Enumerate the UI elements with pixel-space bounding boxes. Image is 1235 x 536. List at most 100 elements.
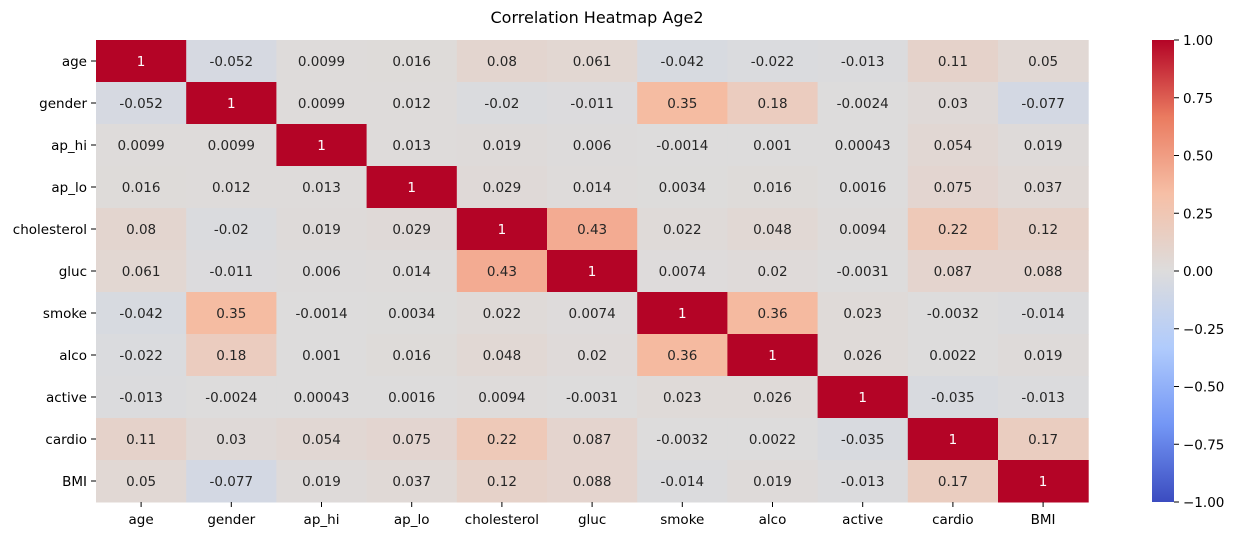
x-tick-label: gluc <box>578 512 606 528</box>
colorbar-gradient <box>1152 40 1174 502</box>
cell-value-label: -0.022 <box>119 348 163 364</box>
cell-value-label: 0.12 <box>487 474 517 490</box>
cell-value-label: 0.075 <box>934 180 973 196</box>
heatmap-cell <box>637 82 728 125</box>
cell-value-label: 1 <box>858 390 867 406</box>
y-tick-label: gluc <box>59 264 87 280</box>
y-tick-label: cholesterol <box>13 222 87 238</box>
cell-value-label: 0.026 <box>843 348 882 364</box>
heatmap-cell <box>366 82 458 125</box>
cell-value-label: 0.016 <box>122 180 161 196</box>
y-tick-label: gender <box>39 96 87 112</box>
cell-value-label: 0.12 <box>1028 222 1058 238</box>
heatmap-cell <box>727 40 819 83</box>
cell-value-label: 0.03 <box>938 96 968 112</box>
x-tick-label: alco <box>759 512 787 528</box>
heatmap-cell <box>727 460 819 503</box>
y-tick-label: active <box>46 390 87 406</box>
heatmap-cell <box>547 460 638 503</box>
heatmap-cell <box>276 376 368 419</box>
colorbar: 1.00 0.75 0.50 0.25 0.00 −0.25 −0.50 −0.75 −1.00 <box>1152 33 1224 511</box>
y-axis-tick-labels: age gender ap_hi ap_lo cholesterol gluc smoke a… <box>13 54 96 490</box>
heatmap-cell <box>186 40 277 83</box>
heatmap-cell <box>727 82 819 125</box>
cell-value-label: 0.18 <box>216 348 246 364</box>
heatmap-cell <box>998 40 1089 83</box>
cell-value-label: -0.0032 <box>656 432 708 448</box>
x-tick-label: gender <box>207 512 255 528</box>
cell-value-label: 0.048 <box>753 222 792 238</box>
cell-value-label: 0.22 <box>487 432 517 448</box>
heatmap-cell <box>276 460 368 503</box>
heatmap-cell <box>276 292 368 335</box>
cell-value-label: 0.016 <box>392 348 431 364</box>
heatmap-cell <box>96 82 187 125</box>
cell-value-label: 0.08 <box>126 222 156 238</box>
heatmap-cell <box>907 208 999 251</box>
cell-value-label: 0.0022 <box>749 432 796 448</box>
cell-value-label: 0.023 <box>663 390 702 406</box>
cell-value-label: 0.054 <box>302 432 341 448</box>
heatmap-cell <box>366 292 458 335</box>
heatmap-cell <box>998 334 1089 377</box>
heatmap-cells: 1 -0.052 0.0099 0.016 0.08 0.061 -0.042 -0.022 -… <box>96 40 1089 503</box>
heatmap-cell <box>637 460 728 503</box>
cell-value-label: -0.02 <box>484 96 519 112</box>
heatmap-cell <box>186 250 277 293</box>
heatmap-cell <box>366 376 458 419</box>
cell-value-label: 0.43 <box>577 222 607 238</box>
cell-value-label: 1 <box>588 264 597 280</box>
cell-value-label: 0.22 <box>938 222 968 238</box>
colorbar-tick-label: −0.50 <box>1183 380 1224 396</box>
heatmap-cell <box>276 250 368 293</box>
cell-value-label: -0.014 <box>661 474 705 490</box>
cell-value-label: 1 <box>407 180 416 196</box>
y-tick-label: alco <box>59 348 87 364</box>
cell-value-label: -0.052 <box>210 54 254 70</box>
cell-value-label: 1 <box>317 138 326 154</box>
heatmap-cell <box>727 208 819 251</box>
heatmap-cell <box>998 376 1089 419</box>
heatmap-cell <box>547 418 638 461</box>
cell-value-label: 0.019 <box>753 474 792 490</box>
cell-value-label: 0.05 <box>1028 54 1058 70</box>
cell-value-label: 0.00043 <box>294 390 350 406</box>
cell-value-label: -0.02 <box>214 222 249 238</box>
heatmap-cell <box>186 460 277 503</box>
cell-value-label: -0.0031 <box>566 390 618 406</box>
cell-value-label: 0.0074 <box>568 306 615 322</box>
cell-value-label: 0.0099 <box>298 54 345 70</box>
cell-value-label: 1 <box>678 306 687 322</box>
heatmap-cell <box>547 376 638 419</box>
cell-value-label: 0.02 <box>757 264 787 280</box>
heatmap-cell <box>637 376 728 419</box>
cell-value-label: 0.013 <box>302 180 341 196</box>
heatmap-cell <box>727 292 819 335</box>
cell-value-label: 0.0016 <box>388 390 435 406</box>
cell-value-label: 0.36 <box>757 306 787 322</box>
cell-value-label: 0.019 <box>302 222 341 238</box>
cell-value-label: -0.011 <box>210 264 254 280</box>
heatmap-cell <box>276 208 368 251</box>
cell-value-label: 0.17 <box>938 474 968 490</box>
cell-value-label: 0.43 <box>487 264 517 280</box>
cell-value-label: 0.0099 <box>208 138 255 154</box>
cell-value-label: -0.0024 <box>205 390 257 406</box>
cell-value-label: 0.075 <box>392 432 431 448</box>
cell-value-label: -0.042 <box>119 306 163 322</box>
cell-value-label: 0.0034 <box>659 180 706 196</box>
heatmap-cell <box>366 40 458 83</box>
cell-value-label: 0.0099 <box>298 96 345 112</box>
heatmap-cell <box>998 208 1089 251</box>
colorbar-tick-label: 0.75 <box>1183 91 1213 107</box>
heatmap-cell <box>907 292 999 335</box>
heatmap-cell <box>456 40 548 83</box>
cell-value-label: 0.0099 <box>117 138 164 154</box>
heatmap-cell <box>727 166 819 209</box>
cell-value-label: 0.029 <box>392 222 431 238</box>
heatmap-cell <box>907 124 999 167</box>
cell-value-label: 0.35 <box>216 306 246 322</box>
cell-value-label: -0.0014 <box>656 138 708 154</box>
heatmap-cell <box>96 124 187 167</box>
cell-value-label: 0.016 <box>753 180 792 196</box>
